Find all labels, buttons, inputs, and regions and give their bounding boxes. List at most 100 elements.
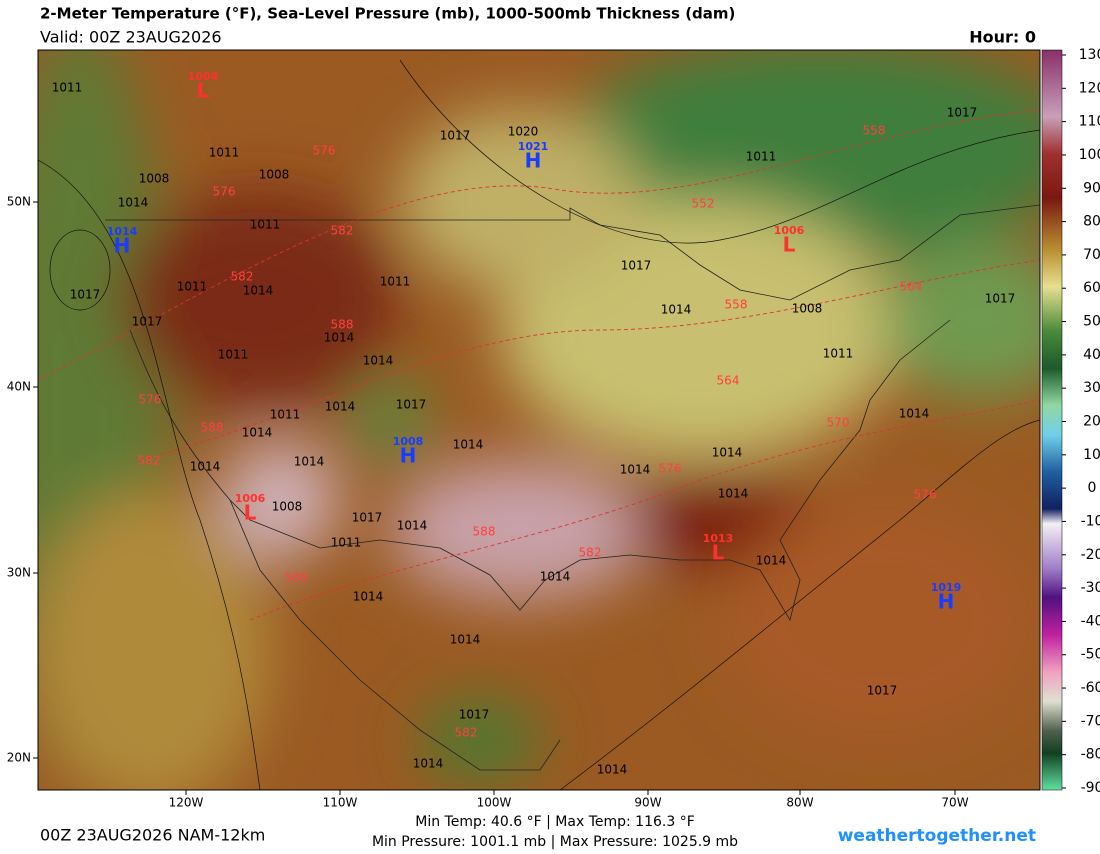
lon-label: 120W — [169, 796, 204, 810]
isobar-label: 1017 — [459, 708, 490, 722]
isobar-label: 1014 — [363, 354, 394, 368]
center-value: 1021 — [518, 140, 549, 153]
isobar-label: 1014 — [453, 438, 484, 452]
thickness-label: 570 — [827, 416, 850, 430]
isobar-label: 1011 — [270, 408, 301, 422]
colorbar-tick-label: 60 — [1083, 280, 1100, 296]
colorbar-tick-label: 20 — [1083, 414, 1100, 430]
isobar-label: 1017 — [70, 288, 101, 302]
temp-range: Min Temp: 40.6 °F | Max Temp: 116.3 °F — [415, 814, 695, 830]
center-letter: H — [400, 444, 417, 468]
lon-label: 90W — [634, 796, 661, 810]
thickness-label: 588 — [473, 525, 496, 539]
thickness-label: 588 — [201, 421, 224, 435]
isobar-label: 1011 — [823, 347, 854, 361]
isobar-label: 1017 — [440, 129, 471, 143]
thickness-label: 564 — [900, 280, 923, 294]
colorbar-tick-label: 110 — [1079, 114, 1100, 130]
isobar-label: 1014 — [620, 463, 651, 477]
center-letter: L — [783, 233, 796, 257]
isobar-label: 1017 — [947, 106, 978, 120]
isobar-label: 1017 — [132, 315, 163, 329]
isobar-label: 1014 — [899, 407, 930, 421]
map-frame — [37, 49, 1041, 791]
thickness-label: 582 — [138, 454, 161, 468]
isobar-label: 1011 — [218, 348, 249, 362]
lat-label: 50N — [7, 195, 31, 209]
thickness-label: 576 — [659, 462, 682, 476]
center-value: 1008 — [393, 435, 424, 448]
center-letter: H — [938, 590, 955, 614]
center-value: 1014 — [107, 225, 138, 238]
center-value: 1006 — [235, 492, 266, 505]
isobar-label: 1008 — [259, 168, 290, 182]
isobars — [38, 59, 1040, 790]
thickness-label: 582 — [579, 546, 602, 560]
isobar-label: 1017 — [867, 684, 898, 698]
isobar-label: 1008 — [139, 172, 170, 186]
isobar-label: 1014 — [325, 400, 356, 414]
thickness-label: 576 — [213, 185, 236, 199]
isobar-label: 1008 — [792, 302, 823, 316]
lon-label: 100W — [477, 796, 512, 810]
isobar-label: 1017 — [352, 511, 383, 525]
isobar-label: 1014 — [712, 446, 743, 460]
map-labels: 1004L1021H1014H1006L1008H1006L1013L1019H… — [52, 70, 1016, 777]
colorbar-tick-label: 40 — [1083, 347, 1100, 363]
isobar-label: 1011 — [177, 280, 208, 294]
lat-label: 40N — [7, 380, 31, 394]
isobar-label: 1011 — [250, 218, 281, 232]
site-name[interactable]: weathertogether.net — [838, 826, 1036, 846]
temperature-field — [38, 50, 1040, 790]
thickness-label: 558 — [725, 298, 748, 312]
colorbar — [1041, 49, 1063, 791]
thickness-label: 582 — [331, 224, 354, 238]
title: 2-Meter Temperature (°F), Sea-Level Pres… — [40, 5, 735, 23]
model-run: 00Z 23AUG2026 NAM-12km — [40, 826, 265, 845]
forecast-hour: Hour: 0 — [969, 28, 1036, 47]
isobar-label: 1011 — [209, 146, 240, 160]
thickness-label: 576 — [139, 393, 162, 407]
center-letter: H — [114, 234, 131, 258]
isobar-label: 1017 — [396, 398, 427, 412]
colorbar-tick-label: 0 — [1088, 480, 1097, 496]
isobar-label: 1017 — [985, 292, 1016, 306]
isobar-label: 1011 — [746, 150, 777, 164]
colorbar-tick-label: -90 — [1081, 780, 1100, 796]
colorbar-tick-label: -20 — [1081, 547, 1100, 563]
center-letter: H — [525, 149, 542, 173]
center-letter: L — [197, 79, 210, 103]
colorbar-tick-label: 50 — [1083, 314, 1100, 330]
colorbar-tick-label: 90 — [1083, 180, 1100, 196]
isobar-label: 1011 — [380, 275, 411, 289]
thickness-contours — [38, 109, 1040, 621]
colorbar-tick-label: -50 — [1081, 647, 1100, 663]
map: 1004L1021H1014H1006L1008H1006L1013L1019H… — [38, 50, 1040, 790]
center-value: 1013 — [703, 532, 734, 545]
colorbar-tick-label: -40 — [1081, 613, 1100, 629]
isobar-label: 1014 — [756, 554, 787, 568]
isobar-label: 1014 — [242, 426, 273, 440]
center-letter: L — [712, 541, 725, 565]
isobar-label: 1014 — [190, 460, 221, 474]
borders — [105, 204, 1040, 771]
isobar-label: 1020 — [508, 125, 539, 139]
colorbar-tick-label: 100 — [1079, 147, 1100, 163]
colorbar-tick-label: -30 — [1081, 580, 1100, 596]
thickness-label: 588 — [331, 318, 354, 332]
lon-label: 70W — [941, 796, 968, 810]
isobar-label: 1014 — [450, 633, 481, 647]
colorbar-tick-label: 30 — [1083, 380, 1100, 396]
isobar-label: 1014 — [353, 590, 384, 604]
valid-time: Valid: 00Z 23AUG2026 — [40, 28, 222, 47]
isobar-label: 1014 — [661, 303, 692, 317]
center-letter: L — [244, 501, 257, 525]
center-value: 1006 — [774, 224, 805, 237]
isobar-label: 1014 — [324, 331, 355, 345]
colorbar-tick-label: 80 — [1083, 214, 1100, 230]
thickness-label: 558 — [863, 124, 886, 138]
lon-label: 80W — [786, 796, 813, 810]
colorbar-tick-label: -60 — [1081, 680, 1100, 696]
